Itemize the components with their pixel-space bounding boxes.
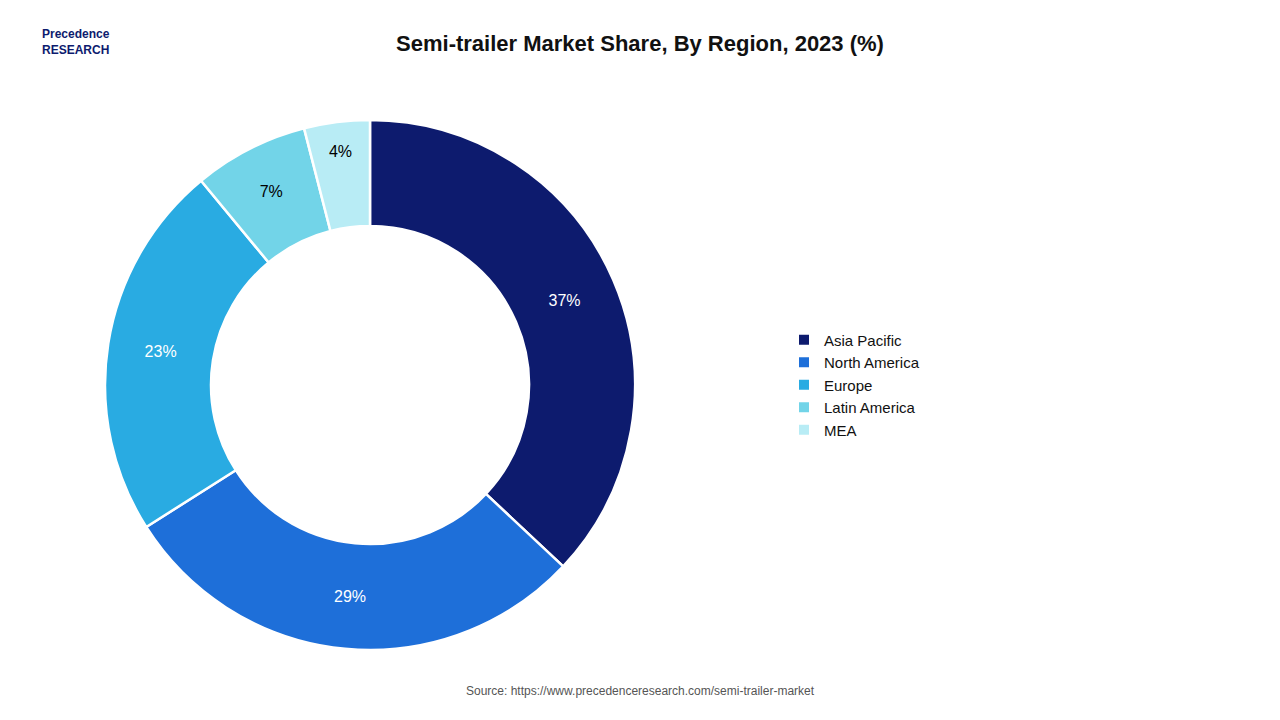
svg-text:Asia Pacific: Asia Pacific bbox=[824, 332, 902, 349]
svg-text:Europe: Europe bbox=[824, 377, 872, 394]
svg-text:North America: North America bbox=[824, 354, 920, 371]
svg-text:23%: 23% bbox=[145, 343, 177, 360]
svg-text:MEA: MEA bbox=[824, 422, 857, 439]
svg-text:37%: 37% bbox=[549, 292, 581, 309]
svg-text:Source: https://www.precedence: Source: https://www.precedenceresearch.c… bbox=[466, 684, 815, 698]
svg-text:29%: 29% bbox=[334, 588, 366, 605]
svg-text:Semi-trailer Market Share, By: Semi-trailer Market Share, By Region, 20… bbox=[396, 31, 884, 56]
svg-text:Latin America: Latin America bbox=[824, 399, 916, 416]
svg-text:7%: 7% bbox=[260, 183, 283, 200]
svg-text:4%: 4% bbox=[329, 143, 352, 160]
svg-text:PrecedenceRESEARCH: PrecedenceRESEARCH bbox=[42, 27, 110, 57]
